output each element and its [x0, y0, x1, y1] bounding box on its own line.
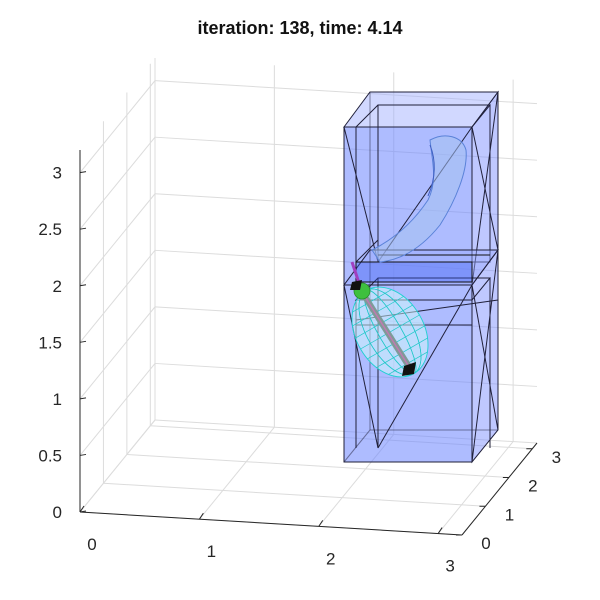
x-tick-label: 3	[445, 557, 454, 576]
grid-line	[79, 136, 156, 230]
x-tick-label: 2	[326, 549, 335, 568]
scene-objects	[343, 90, 499, 464]
base-marker	[350, 280, 362, 290]
upper-inner-box	[343, 91, 499, 286]
grid-line	[79, 193, 156, 287]
grid-line	[198, 426, 275, 520]
x-tick	[318, 520, 324, 527]
x-tick	[198, 512, 204, 520]
z-tick-label: 1.5	[38, 333, 62, 352]
y-tick-label: 0	[481, 534, 490, 553]
grid-line	[103, 482, 486, 507]
ghost-robot	[371, 135, 467, 263]
x-tick-label: 1	[207, 542, 216, 561]
z-tick	[79, 340, 87, 343]
z-tick-label: 0.5	[38, 446, 62, 465]
x-tick	[437, 527, 443, 534]
x-tick-label: 0	[87, 535, 96, 554]
z-tick	[79, 227, 87, 230]
y-tick-label: 1	[505, 505, 514, 524]
grid-line	[154, 80, 538, 105]
y-axis-line	[461, 442, 538, 536]
z-tick-label: 3	[53, 164, 62, 183]
y-tick-label: 3	[552, 448, 561, 467]
y-tick-label: 2	[528, 477, 537, 496]
x-axis-line	[79, 511, 463, 536]
z-tick	[79, 453, 87, 456]
z-tick	[79, 171, 87, 174]
z-tick	[79, 284, 87, 287]
chart-title: iteration: 138, time: 4.14	[197, 18, 403, 38]
grid-line	[79, 419, 156, 513]
z-tick-label: 1	[53, 390, 62, 409]
grid-line	[79, 306, 156, 400]
z-tick-label: 2	[53, 277, 62, 296]
axis-lines	[79, 150, 538, 536]
z-tick-label: 2.5	[38, 220, 62, 239]
z-tick-label: 0	[53, 503, 62, 522]
grid-line	[79, 363, 156, 456]
z-tick	[79, 397, 87, 400]
z-tick	[79, 510, 87, 513]
grid-line	[437, 441, 514, 534]
grid-line	[79, 80, 156, 173]
grid-line	[79, 249, 156, 343]
end-effector-marker	[402, 362, 416, 376]
grid-line	[126, 454, 509, 478]
x-tick	[79, 505, 85, 513]
